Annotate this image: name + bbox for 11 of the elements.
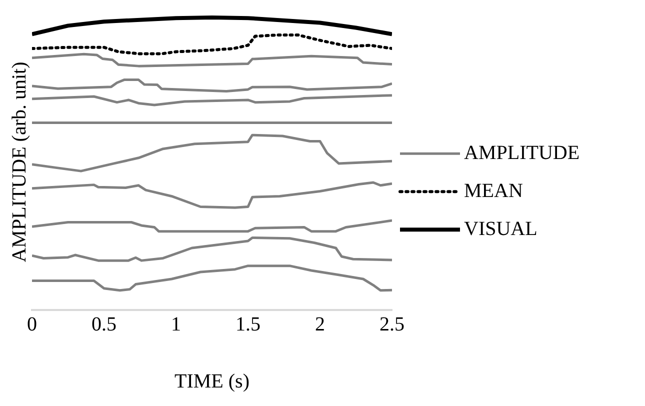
x-tick-label: 2 [315,313,325,336]
x-tick-label: 0.5 [92,313,116,336]
legend-label: MEAN [464,180,523,202]
y-axis-title: AMPLITUDE (arb. unit) [8,62,30,262]
x-tick-label: 1.5 [236,313,260,336]
x-axis-title: TIME (s) [174,370,250,392]
x-tick-label: 2.5 [380,313,404,336]
legend-label: AMPLITUDE [464,142,580,164]
x-tick-label: 1 [171,313,181,336]
legend-label: VISUAL [464,218,538,240]
x-tick-label: 0 [27,313,37,336]
